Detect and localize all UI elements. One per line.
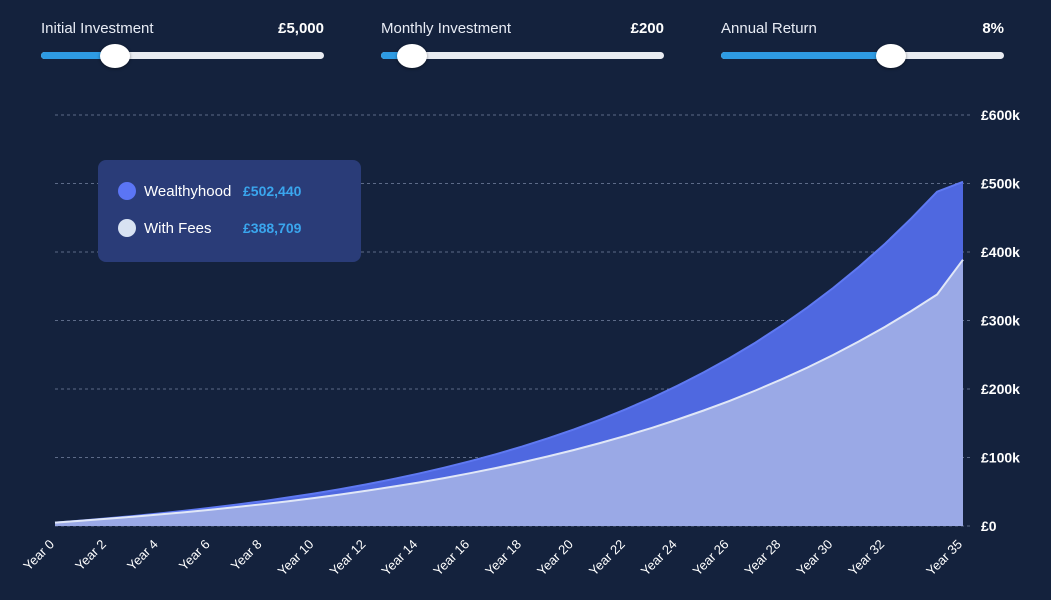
- x-tick-label: Year 24: [638, 537, 680, 579]
- x-tick-label: Year 18: [482, 537, 524, 579]
- x-tick-label: Year 0: [20, 537, 57, 574]
- y-tick-label: £600k: [981, 107, 1020, 123]
- tooltip-row-wealthyhood: Wealthyhood £502,440: [118, 182, 301, 200]
- monthly-investment-value: £200: [630, 19, 664, 37]
- x-tick-label: Year 28: [742, 537, 784, 579]
- with-fees-label: With Fees: [144, 219, 212, 237]
- y-tick-label: £0: [981, 518, 997, 534]
- x-tick-label: Year 4: [124, 537, 161, 574]
- monthly-investment-slider[interactable]: [381, 43, 664, 68]
- y-tick-label: £500k: [981, 176, 1020, 192]
- annual-return-value: 8%: [982, 19, 1004, 37]
- chart-tooltip: Wealthyhood £502,440 With Fees £388,709: [98, 160, 361, 262]
- x-tick-label: Year 30: [793, 537, 835, 579]
- annual-return-slider-fill: [721, 52, 891, 59]
- x-tick-label: Year 6: [176, 537, 213, 574]
- annual-return-slider-thumb[interactable]: [875, 43, 906, 68]
- tooltip-row-with-fees: With Fees £388,709: [118, 219, 301, 237]
- initial-investment-slider-thumb[interactable]: [99, 43, 130, 68]
- wealthyhood-label: Wealthyhood: [144, 182, 232, 200]
- monthly-investment-slider-thumb[interactable]: [397, 43, 428, 68]
- initial-investment-slider-fill: [41, 52, 115, 59]
- with-fees-legend-dot-icon: [118, 219, 136, 237]
- x-tick-label: Year 16: [430, 537, 472, 579]
- x-tick-label: Year 35: [923, 537, 965, 579]
- y-tick-label: £200k: [981, 381, 1020, 397]
- x-tick-label: Year 12: [326, 537, 368, 579]
- monthly-investment-control: Monthly Investment £200: [381, 18, 664, 68]
- initial-investment-slider[interactable]: [41, 43, 324, 68]
- x-tick-label: Year 8: [228, 537, 265, 574]
- x-tick-label: Year 22: [586, 537, 628, 579]
- y-tick-label: £100k: [981, 450, 1020, 466]
- x-tick-label: Year 10: [275, 537, 317, 579]
- x-tick-label: Year 32: [845, 537, 887, 579]
- annual-return-slider[interactable]: [721, 43, 1004, 68]
- annual-return-label: Annual Return: [721, 19, 817, 37]
- wealthyhood-value: £502,440: [243, 183, 302, 199]
- x-tick-label: Year 2: [72, 537, 109, 574]
- monthly-investment-label: Monthly Investment: [381, 19, 512, 37]
- wealthyhood-legend-dot-icon: [118, 182, 136, 200]
- y-tick-label: £400k: [981, 244, 1020, 260]
- with-fees-line: [54, 259, 964, 524]
- x-tick-label: Year 20: [534, 537, 576, 579]
- x-tick-label: Year 26: [690, 537, 732, 579]
- wealthyhood-line: [54, 180, 964, 524]
- monthly-investment-slider-fill: [381, 52, 413, 59]
- initial-investment-value: £5,000: [278, 19, 324, 37]
- with-fees-area: [55, 259, 963, 526]
- with-fees-value: £388,709: [243, 220, 302, 236]
- initial-investment-label: Initial Investment: [41, 19, 154, 37]
- initial-investment-control: Initial Investment £5,000: [41, 18, 324, 68]
- x-tick-label: Year 14: [378, 537, 420, 579]
- annual-return-control: Annual Return 8%: [721, 18, 1004, 68]
- y-tick-label: £300k: [981, 313, 1020, 329]
